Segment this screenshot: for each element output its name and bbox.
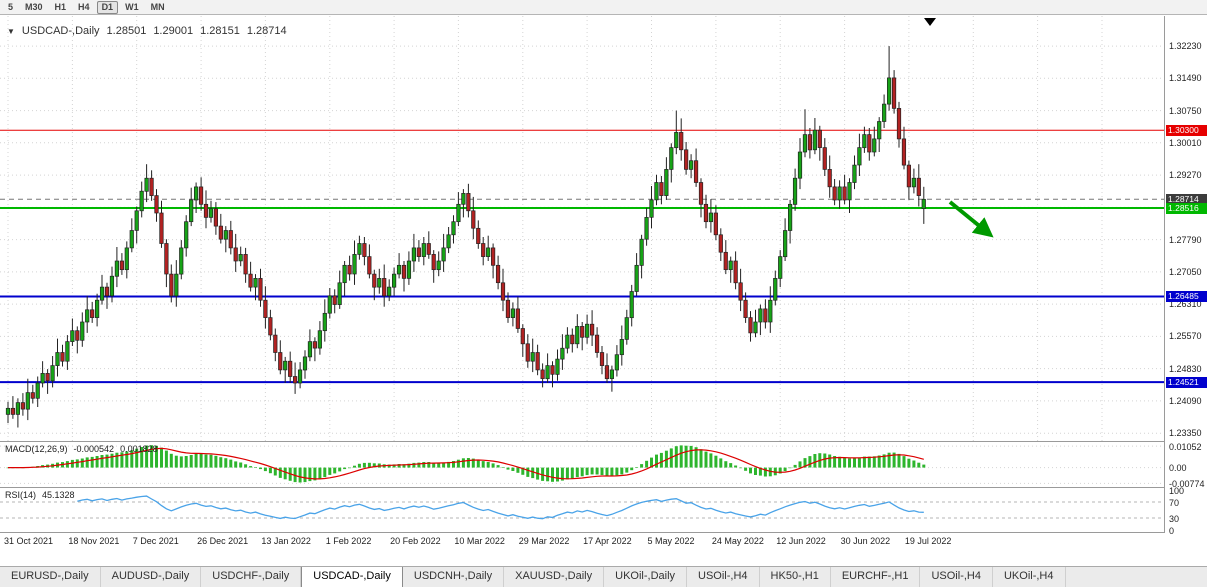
- price-tick-label: 1.29270: [1169, 170, 1202, 181]
- bottom-spacer: [0, 551, 1207, 566]
- chart-title: ▼ USDCAD-,Daily 1.28501 1.29001 1.28151 …: [7, 25, 287, 37]
- trend-arrow-annotation[interactable]: [948, 200, 994, 238]
- ohlc-close-value: 1.28714: [246, 25, 287, 37]
- time-axis-label: 31 Oct 2021: [4, 536, 54, 546]
- time-axis-label: 26 Dec 2021: [197, 536, 249, 546]
- timeframe-button-m30[interactable]: M30: [20, 1, 48, 14]
- price-tick-label: 1.26310: [1169, 299, 1202, 310]
- time-axis-label: 12 Jun 2022: [776, 536, 826, 546]
- rsi-tick-label: 100: [1169, 485, 1185, 496]
- chart-tab-ukoil-h4[interactable]: UKOil-,H4: [993, 567, 1066, 587]
- ohlc-open-value: 1.28501: [106, 25, 147, 37]
- time-axis-label: 20 Feb 2022: [390, 536, 441, 546]
- price-tick-label: 1.24090: [1169, 395, 1202, 406]
- price-level-badge: 1.28516: [1166, 202, 1207, 214]
- price-level-badge: 1.24521: [1166, 376, 1207, 388]
- macd-signal-value: 0.001828: [120, 444, 158, 454]
- chart-tab-usoil-h4[interactable]: USOil-,H4: [920, 567, 993, 587]
- price-level-badge: 1.26485: [1166, 291, 1207, 302]
- rsi-tick-label: 30: [1169, 513, 1180, 524]
- time-axis[interactable]: 31 Oct 2021 18 Nov 2021 7 Dec 2021 26 Dec 2…: [0, 533, 1164, 551]
- ohlc-low-value: 1.28151: [200, 25, 240, 37]
- chart-symbol-label: USDCAD-,Daily: [21, 25, 100, 37]
- price-tick-label: 1.30010: [1169, 137, 1202, 148]
- time-axis-label: 1 Feb 2022: [325, 536, 372, 546]
- pane-separator: [0, 532, 1207, 533]
- rsi-tick-label: 0: [1169, 525, 1175, 536]
- price-tick-label: 1.25570: [1169, 331, 1202, 342]
- rsi-pane[interactable]: RSI(14) 45.1328: [0, 488, 1164, 532]
- chart-tab-eurusd-daily[interactable]: EURUSD-,Daily: [0, 567, 101, 587]
- timeframe-button-5[interactable]: 5: [3, 1, 18, 14]
- macd-pane[interactable]: MACD(12,26,9) -0.000542 0.001828: [0, 442, 1164, 487]
- time-axis-label: 13 Jan 2022: [261, 536, 311, 546]
- symbol-dropdown-icon: ▼: [7, 26, 15, 36]
- macd-canvas[interactable]: [0, 442, 1164, 487]
- time-axis-label: 17 Apr 2022: [583, 536, 632, 546]
- rsi-line: [77, 495, 924, 520]
- timeframe-button-h4[interactable]: H4: [73, 1, 95, 14]
- time-axis-label: 7 Dec 2021: [132, 536, 179, 546]
- price-tick-label: 1.27790: [1169, 234, 1202, 245]
- macd-tick-label: 0.00: [1169, 463, 1187, 474]
- chart-tab-usoil-h4[interactable]: USOil-,H4: [687, 567, 760, 587]
- macd-main-value: -0.000542: [73, 444, 115, 454]
- ohlc-high-value: 1.29001: [153, 25, 194, 37]
- price-level-badge: 1.28714: [1166, 193, 1207, 205]
- time-axis-label: 29 Mar 2022: [518, 536, 570, 546]
- price-tick-label: 1.31490: [1169, 73, 1202, 84]
- chart-tab-eurchf-h1[interactable]: EURCHF-,H1: [831, 567, 921, 587]
- pane-separator[interactable]: [0, 487, 1207, 488]
- chart-tab-bar: EURUSD-,Daily AUDUSD-,Daily USDCHF-,Daily U…: [0, 566, 1207, 587]
- rsi-level-lines: [0, 501, 1164, 519]
- price-tick-label: 1.30750: [1169, 105, 1202, 116]
- chart-tab-hk50-h1[interactable]: HK50-,H1: [760, 567, 831, 587]
- chart-tab-usdcnh-daily[interactable]: USDCNH-,Daily: [403, 567, 505, 587]
- chart-shift-marker-icon[interactable]: [924, 18, 936, 26]
- horizontal-level-lines[interactable]: [0, 129, 1164, 384]
- price-axis[interactable]: 1.32230 1.31490 1.30750 1.30010 1.29270 1.285…: [1164, 16, 1207, 536]
- chart-tab-audusd-daily[interactable]: AUDUSD-,Daily: [101, 567, 202, 587]
- macd-name: MACD(12,26,9): [5, 444, 68, 454]
- macd-tick-label: -0.00774: [1169, 478, 1205, 489]
- pane-separator[interactable]: [0, 441, 1207, 442]
- candlestick-series: [5, 46, 926, 428]
- rsi-name: RSI(14): [5, 490, 37, 500]
- macd-label: MACD(12,26,9) -0.000542 0.001828: [5, 444, 158, 454]
- macd-histogram: [6, 445, 926, 483]
- rsi-tick-label: 70: [1169, 497, 1180, 508]
- price-grid: [0, 16, 1164, 441]
- chart-tab-usdcad-daily[interactable]: USDCAD-,Daily: [301, 567, 403, 587]
- rsi-label: RSI(14) 45.1328: [5, 490, 75, 500]
- time-axis-label: 5 May 2022: [647, 536, 695, 546]
- rsi-value: 45.1328: [42, 490, 75, 500]
- rsi-canvas[interactable]: [0, 488, 1164, 532]
- chart-tab-ukoil-daily[interactable]: UKOil-,Daily: [604, 567, 688, 587]
- timeframe-button-d1[interactable]: D1: [96, 0, 119, 14]
- chart-tab-xauusd-daily[interactable]: XAUUSD-,Daily: [504, 567, 605, 587]
- timeframe-button-mn[interactable]: MN: [146, 1, 170, 14]
- time-axis-label: 18 Nov 2021: [68, 536, 120, 546]
- time-axis-label: 24 May 2022: [711, 536, 764, 546]
- macd-tick-label: 0.01052: [1169, 441, 1202, 452]
- price-tick-label: 1.24830: [1169, 363, 1202, 374]
- macd-signal-line: [8, 447, 924, 480]
- timeframe-button-w1[interactable]: W1: [120, 1, 144, 14]
- chart-tab-usdchf-daily[interactable]: USDCHF-,Daily: [201, 567, 302, 587]
- time-axis-label: 10 Mar 2022: [454, 536, 505, 546]
- price-level-badge: 1.30300: [1166, 124, 1207, 136]
- timeframe-button-h1[interactable]: H1: [50, 1, 72, 14]
- timeframe-toolbar: 5 M30 H1 H4 D1 W1 MN: [0, 0, 1207, 15]
- price-tick-label: 1.27050: [1169, 266, 1202, 277]
- time-axis-label: 30 Jun 2022: [840, 536, 891, 546]
- price-tick-label: 1.23350: [1169, 428, 1202, 439]
- price-chart-canvas[interactable]: [0, 16, 1164, 441]
- time-axis-label: 19 Jul 2022: [904, 536, 952, 546]
- price-chart-pane[interactable]: ▼ USDCAD-,Daily 1.28501 1.29001 1.28151 …: [0, 16, 1164, 441]
- price-tick-label: 1.32230: [1169, 41, 1202, 52]
